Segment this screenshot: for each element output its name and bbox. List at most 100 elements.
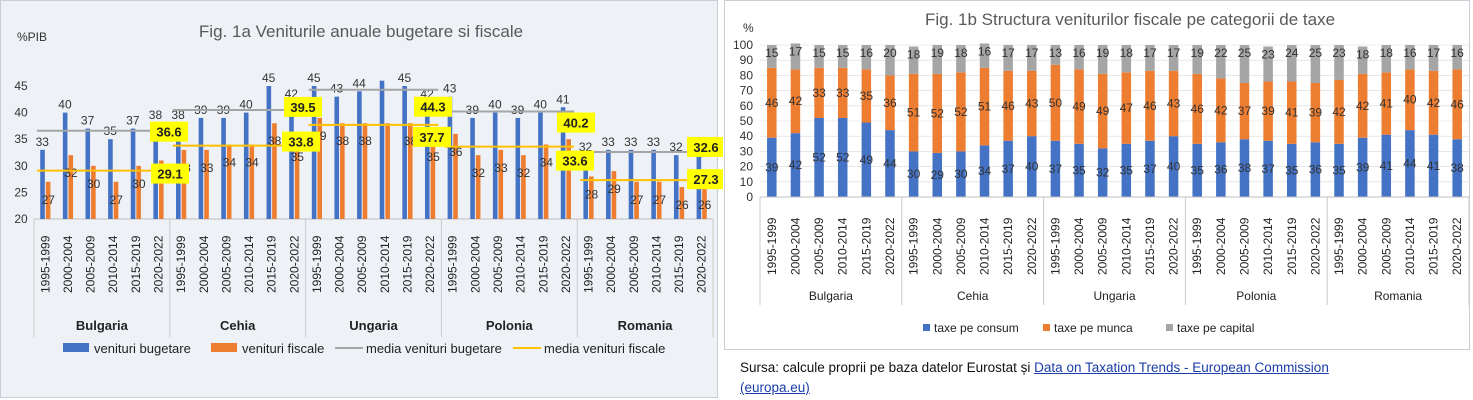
stacked-bar-segment [861, 69, 872, 123]
bar-venituri-bugetare [334, 96, 340, 219]
source-note: Sursa: calcule proprii pe baza datelor E… [740, 358, 1440, 398]
x-tick-label: 2015-2019 [1427, 217, 1441, 275]
data-label-fiscale: 33 [200, 161, 214, 175]
x-tick-label: 1995-1999 [310, 235, 324, 293]
data-label-fiscale: 32 [517, 166, 531, 180]
media-bugetare-label: 32.6 [693, 140, 718, 155]
stacked-bar-segment [1239, 83, 1250, 140]
source-link[interactable]: Data on Taxation Trends - European Commi… [1034, 360, 1329, 375]
media-fiscale-label: 27.3 [693, 172, 718, 187]
stacked-bar-segment [1097, 148, 1108, 197]
segment-value-label: 17 [1025, 46, 1039, 60]
segment-value-label: 49 [1072, 100, 1086, 114]
media-bugetare-label-bg [150, 121, 188, 142]
data-label-fiscale: 34 [223, 156, 237, 170]
bar-venituri-fiscale [543, 144, 549, 219]
bar-venituri-bugetare [606, 149, 611, 219]
bar-venituri-fiscale [45, 181, 51, 219]
bar-venituri-fiscale [656, 181, 662, 219]
y-tick-label: 35 [14, 132, 28, 146]
media-fiscale-label: 33.6 [562, 154, 587, 169]
bar-venituri-fiscale [611, 171, 617, 219]
bar-venituri-bugetare [470, 117, 475, 219]
x-tick-label: 2020-2022 [695, 235, 709, 293]
data-label-bugetare: 44 [353, 76, 367, 90]
stacked-bar-segment [1310, 45, 1321, 83]
data-label-bugetare: 38 [149, 108, 163, 122]
x-tick-label: 2020-2022 [1167, 217, 1181, 275]
x-tick-label: 2010-2014 [978, 217, 992, 275]
x-tick-label: 2010-2014 [649, 235, 663, 293]
stacked-bar-segment [837, 67, 848, 118]
stacked-bar-segment [908, 73, 919, 152]
data-label-fiscale: 32 [472, 166, 486, 180]
stacked-bar-segment [1357, 137, 1368, 197]
bar-venituri-bugetare [583, 155, 589, 219]
segment-value-label: 15 [836, 46, 850, 60]
legend-swatch [1043, 324, 1050, 331]
group-label: Romania [1374, 289, 1422, 303]
data-label-bugetare: 45 [307, 71, 321, 85]
stacked-bar-segment [1287, 143, 1297, 197]
stacked-bar-segment [1381, 45, 1392, 73]
y-tick-label: 50 [740, 114, 754, 128]
stacked-bar-segment [885, 45, 895, 76]
bar-venituri-fiscale [589, 176, 594, 219]
group-label: Bulgaria [809, 289, 853, 303]
bar-venituri-bugetare [130, 128, 136, 219]
segment-value-label: 41 [1427, 159, 1441, 173]
x-tick-label: 2005-2009 [491, 235, 505, 293]
bar-venituri-fiscale [340, 123, 345, 219]
x-tick-label: 1995-1999 [907, 217, 921, 275]
stacked-bar-segment [1334, 79, 1344, 144]
segment-value-label: 18 [954, 46, 968, 60]
media-fiscale-label: 29.1 [157, 167, 182, 182]
segment-value-label: 17 [1143, 46, 1157, 60]
segment-value-label: 19 [1191, 46, 1205, 60]
x-tick-label: 2005-2009 [1237, 217, 1251, 275]
data-label-fiscale: 29 [607, 182, 621, 196]
media-fiscale-label-bg [413, 126, 451, 147]
x-tick-label: 2010-2014 [1403, 217, 1417, 275]
data-label-bugetare: 33 [36, 135, 50, 149]
segment-value-label: 24 [1285, 46, 1299, 60]
bar-venituri-bugetare [357, 91, 362, 219]
y-tick-label: 45 [14, 79, 28, 93]
data-label-fiscale: 27 [42, 193, 56, 207]
stacked-bar-segment [1192, 73, 1202, 144]
segment-value-label: 38 [1451, 161, 1465, 175]
segment-value-label: 51 [978, 100, 992, 114]
data-label-bugetare: 45 [398, 71, 412, 85]
stacked-bar-segment [1192, 143, 1202, 197]
y-tick-label: 30 [14, 159, 28, 173]
stacked-bar-segment [1168, 45, 1179, 71]
source-link-domain[interactable]: (europa.eu) [740, 380, 810, 395]
segment-value-label: 17 [1001, 46, 1015, 60]
legend-label: venituri fiscale [242, 341, 324, 356]
legend-swatch [923, 324, 930, 331]
stacked-bar-segment [956, 72, 966, 152]
x-tick-label: 2020-2022 [1450, 217, 1464, 275]
stacked-bar-segment [1239, 139, 1250, 197]
segment-value-label: 15 [812, 46, 826, 60]
stacked-bar-segment [1405, 130, 1415, 197]
segment-value-label: 39 [765, 160, 779, 174]
segment-value-label: 32 [1096, 166, 1110, 180]
segment-value-label: 16 [1072, 46, 1086, 60]
segment-value-label: 42 [1214, 103, 1228, 117]
segment-value-label: 36 [883, 96, 897, 110]
stacked-bar-segment [1239, 45, 1250, 83]
stacked-bar-segment [932, 152, 942, 197]
x-tick-label: 2015-2019 [129, 235, 143, 293]
segment-value-label: 37 [1143, 162, 1157, 176]
data-label-bugetare: 33 [647, 135, 661, 149]
media-fiscale-label-bg [687, 169, 725, 190]
x-tick-label: 2020-2022 [559, 235, 573, 293]
bar-venituri-bugetare [40, 149, 45, 219]
x-tick-label: 1995-1999 [38, 235, 52, 293]
segment-value-label: 18 [907, 48, 921, 62]
bar-venituri-fiscale [226, 144, 232, 219]
stacked-bar-segment [1074, 69, 1084, 144]
stacked-bar-segment [885, 130, 895, 197]
segment-value-label: 46 [1143, 99, 1157, 113]
